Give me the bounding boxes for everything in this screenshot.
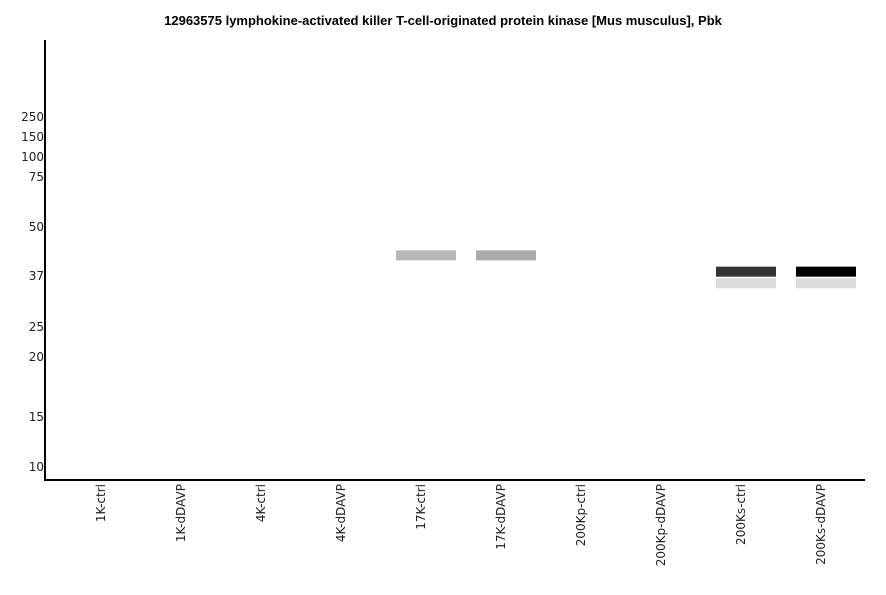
bands-layer	[396, 250, 856, 289]
lane-label: 17K-dDAVP	[494, 484, 508, 550]
blot-band	[476, 250, 536, 261]
y-tick-label: 75	[29, 170, 44, 184]
lane-label: 200Ks-dDAVP	[814, 484, 828, 565]
y-tick-label: 15	[29, 410, 44, 424]
lane-label: 200Kp-dDAVP	[654, 484, 668, 566]
y-tick-labels: 250 150 100 75 50 37 25 20 15 10	[21, 110, 44, 474]
y-tick-label: 20	[29, 350, 44, 364]
lane-label: 4K-ctrl	[254, 484, 268, 522]
lane-label: 1K-ctrl	[94, 484, 108, 522]
y-tick-label: 100	[21, 150, 44, 164]
y-tick-label: 25	[29, 320, 44, 334]
blot-band	[796, 278, 856, 289]
lane-label: 4K-dDAVP	[334, 484, 348, 542]
lane-labels: 1K-ctrl 1K-dDAVP 4K-ctrl 4K-dDAVP 17K-ctrl 17…	[94, 484, 828, 566]
chart-title: 12963575 lymphokine-activated killer T-c…	[164, 13, 723, 28]
blot-band	[396, 250, 456, 261]
lane-label: 17K-ctrl	[414, 484, 428, 530]
y-tick-label: 150	[21, 130, 44, 144]
blot-band	[716, 266, 776, 277]
lane-label: 200Kp-ctrl	[574, 484, 588, 546]
lane-label: 1K-dDAVP	[174, 484, 188, 542]
blot-band	[796, 266, 856, 277]
y-tick-label: 37	[29, 269, 44, 283]
lane-label: 200Ks-ctrl	[734, 484, 748, 545]
blot-band	[716, 278, 776, 289]
y-tick-label: 250	[21, 110, 44, 124]
y-tick-label: 50	[29, 220, 44, 234]
y-tick-label: 10	[29, 460, 44, 474]
